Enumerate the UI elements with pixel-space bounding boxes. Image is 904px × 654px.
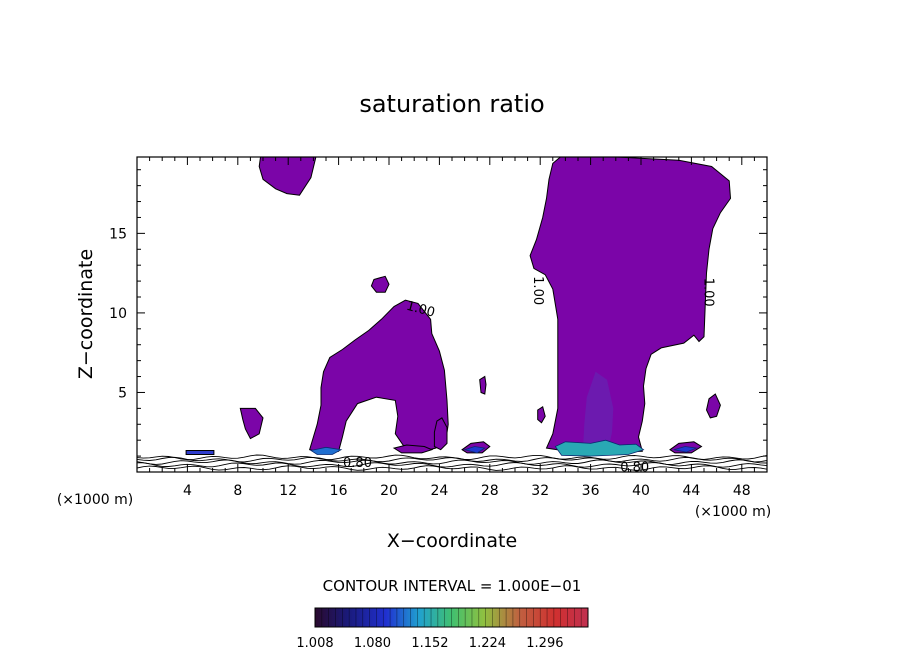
surface-contour-line	[137, 459, 767, 465]
region-core-37km	[583, 371, 614, 450]
x-tick-label: 28	[481, 483, 499, 499]
y-axis-label: Z−coordinate	[75, 249, 97, 379]
region-tower-31-48km	[529, 157, 732, 453]
surface-contour-line	[137, 454, 767, 461]
y-tick-label: 5	[118, 385, 127, 401]
region-base-band-15km	[309, 446, 343, 455]
colorbar: 1.008 1.080 1.152 1.224 1.296	[296, 607, 589, 651]
colorbar-tick-label: 1.008	[296, 636, 333, 651]
x-tick-label: 32	[531, 483, 549, 499]
colorbar-tick-label: 1.152	[411, 636, 448, 651]
contour-label: 0.80	[620, 461, 649, 476]
x-tick-label: 20	[380, 483, 398, 499]
colorbar-ticks: 1.008 1.080 1.152 1.224 1.296	[296, 608, 582, 651]
region-blob-27.5km	[479, 375, 487, 395]
colorbar-tick-label: 1.296	[526, 636, 563, 651]
contour-label: 1.00	[405, 299, 437, 321]
region-tower-12-15km	[258, 157, 317, 196]
chart-title: saturation ratio	[359, 90, 544, 118]
x-tick-label: 8	[233, 483, 242, 499]
x-unit-left: (×1000 m)	[57, 492, 133, 508]
x-tick-label: 48	[733, 483, 751, 499]
plot-area: 1.001.00 1.000.80 0.80 4 8 12 16 20 24 28 32 36 40 4…	[109, 156, 768, 499]
y-axis-ticks: 5 10 15	[109, 169, 767, 457]
region-blob-45.5km	[705, 393, 721, 419]
x-tick-label: 12	[279, 483, 297, 499]
x-tick-label: 16	[330, 483, 348, 499]
y-tick-label: 15	[109, 226, 127, 242]
colorbar-tick-label: 1.224	[469, 636, 506, 651]
region-blob-9-10km	[239, 407, 264, 440]
y-tick-label: 10	[109, 306, 127, 322]
contour-label: 0.80	[343, 456, 372, 471]
region-blob-19km	[370, 275, 390, 293]
x-unit-right: (×1000 m)	[695, 504, 771, 520]
colorbar-tick-label: 1.080	[354, 636, 391, 651]
region-base-band-43.5km	[673, 446, 698, 453]
x-tick-label: 36	[582, 483, 600, 499]
contour-label: 1.00	[530, 276, 545, 305]
x-tick-label: 24	[430, 483, 448, 499]
x-axis-label: X−coordinate	[387, 530, 517, 552]
region-base-band-33-40km	[554, 439, 645, 457]
region-blob-20.5km-base	[392, 444, 434, 454]
contour-label: 1.00	[700, 278, 715, 307]
region-blob-32km	[537, 406, 546, 424]
region-blob-24km	[433, 417, 448, 451]
x-axis-ticks: 4 8 12 16 20 24 28 32 36 40 44 48	[149, 157, 755, 499]
region-plume-14-24km	[308, 299, 449, 454]
x-tick-label: 4	[183, 483, 192, 499]
region-blob-5km-base	[185, 450, 215, 455]
x-tick-label: 40	[632, 483, 650, 499]
region-base-band-26.5km	[463, 446, 486, 454]
contour-fill-layer	[185, 157, 732, 457]
x-tick-label: 44	[682, 483, 700, 499]
contour-interval-text: CONTOUR INTERVAL = 1.000E−01	[323, 577, 582, 595]
